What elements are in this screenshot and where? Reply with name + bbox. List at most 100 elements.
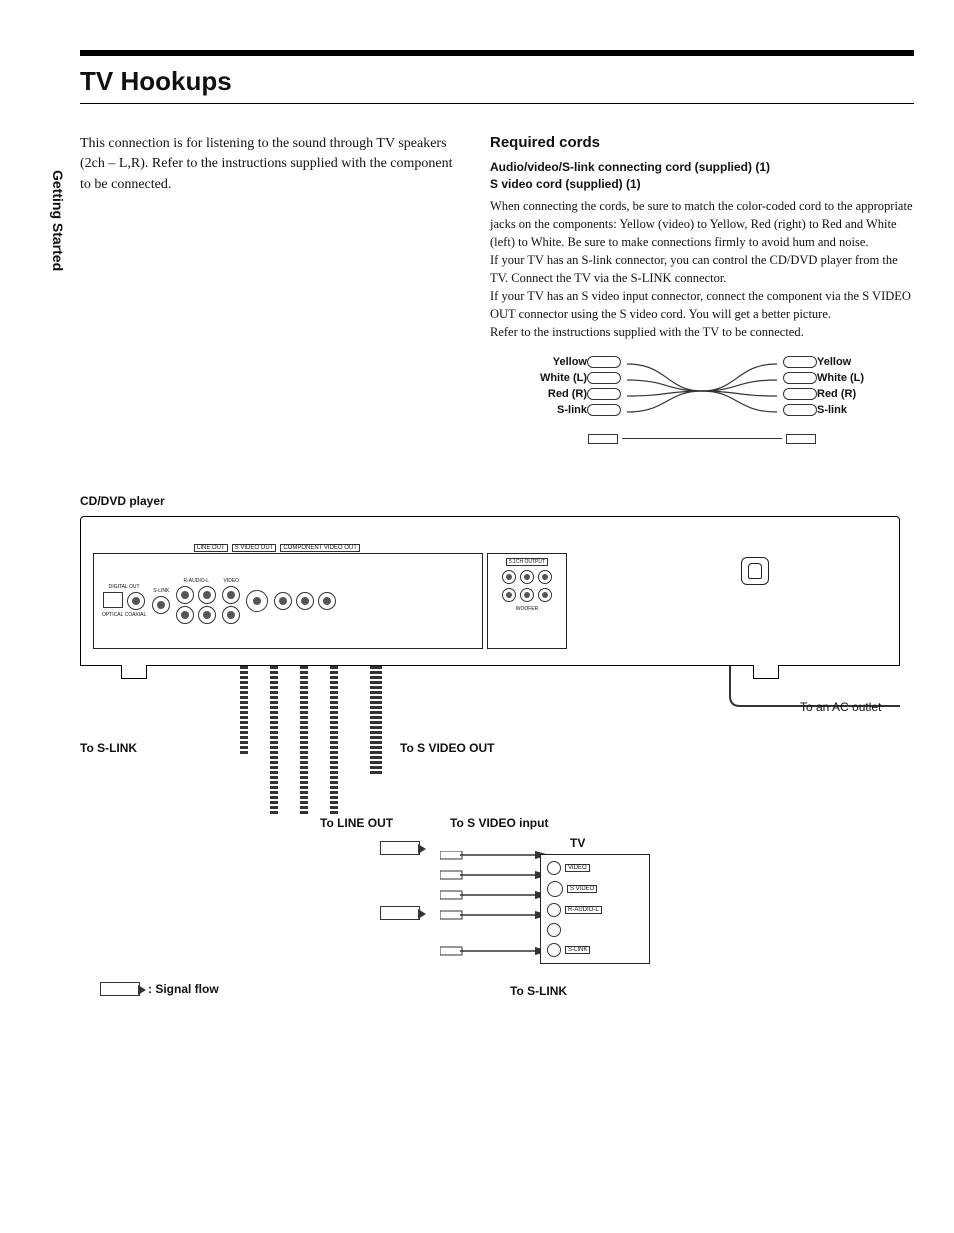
- video-jack2-icon: [222, 606, 240, 624]
- signal-flow-text: : Signal flow: [148, 982, 219, 996]
- plug-icon: [587, 372, 621, 384]
- center-jack-icon: [538, 570, 552, 584]
- columns: This connection is for listening to the …: [80, 134, 914, 444]
- cable-drop-icon: [240, 666, 248, 756]
- required-sub2: S video cord (supplied) (1): [490, 176, 914, 193]
- svideo-jack-icon: [246, 590, 268, 612]
- tv-label: TV: [570, 836, 585, 850]
- panel-label-lineout: LINE OUT: [194, 544, 228, 552]
- tv-svideo-label: S VIDEO: [567, 885, 597, 893]
- slink-label: S-LINK: [153, 588, 169, 594]
- video-cluster: VIDEO: [222, 578, 240, 624]
- component-pr-jack-icon: [318, 592, 336, 610]
- tv-slink-label: S-LINK: [565, 946, 590, 954]
- component-y-jack-icon: [274, 592, 292, 610]
- cord-diagram: Yellow White (L) Red (R) S-link: [490, 356, 914, 426]
- ac-cord-icon: [580, 666, 900, 726]
- cable-drop-icon: [330, 666, 338, 816]
- intro-column: This connection is for listening to the …: [80, 134, 460, 444]
- plug-icon: [783, 404, 817, 416]
- cord-wire-svg: [627, 356, 777, 426]
- optical-jack-icon: [103, 592, 123, 608]
- player-rear-panel: LINE OUT S VIDEO OUT COMPONENT VIDEO OUT…: [80, 516, 900, 666]
- cord-right-3: S-link: [817, 404, 847, 416]
- cord-right-0: Yellow: [817, 356, 851, 368]
- component-pb-jack-icon: [296, 592, 314, 610]
- slink-cluster: S-LINK: [152, 588, 170, 614]
- flow-arrow-icon: [380, 841, 420, 855]
- svideo-plug-icon: [588, 434, 618, 444]
- top-rule: [80, 50, 914, 56]
- to-slink-label: To S-LINK: [80, 741, 137, 755]
- video-sub-label: VIDEO: [224, 578, 240, 584]
- tv-audio-jack2-icon: [547, 923, 561, 937]
- rear-jack-icon: [520, 570, 534, 584]
- plug-icon: [587, 356, 621, 368]
- cord-wires: [627, 356, 777, 426]
- component-cluster: [274, 592, 336, 610]
- to-line-out-label: To LINE OUT: [320, 816, 393, 830]
- panel-label-row: LINE OUT S VIDEO OUT COMPONENT VIDEO OUT: [194, 544, 360, 552]
- title-underline: [80, 103, 914, 104]
- panel-label-component: COMPONENT VIDEO OUT: [280, 544, 360, 552]
- video-jack-icon: [222, 586, 240, 604]
- device-title: CD/DVD player: [80, 494, 914, 508]
- tv-jack-column: VIDEO S VIDEO R-AUDIO-L: [547, 861, 643, 957]
- cord-left-0: Yellow: [553, 356, 587, 368]
- flow-arrow-icon: [380, 906, 420, 920]
- svideo-plug-icon: [786, 434, 816, 444]
- signal-flow-legend: : Signal flow: [100, 982, 219, 996]
- plug-icon: [587, 404, 621, 416]
- cable-drop-icon: [270, 666, 278, 816]
- surround-label: 5.1CH OUTPUT: [506, 558, 548, 566]
- cable-drop-icon: [300, 666, 308, 816]
- audio-jack-r2-icon: [176, 606, 194, 624]
- required-sub1: Audio/video/S-link connecting cord (supp…: [490, 159, 914, 176]
- svideo-out-cluster: [246, 590, 268, 612]
- page-title: TV Hookups: [80, 66, 914, 97]
- coaxial-jack-icon: [127, 592, 145, 610]
- cord-left-1: White (L): [540, 372, 587, 384]
- cable-drop-icon: [370, 666, 382, 776]
- woofer-label: WOOFER: [516, 606, 539, 612]
- cord-left-3: S-link: [557, 404, 587, 416]
- audio-jack-l2-icon: [198, 606, 216, 624]
- lineout-cluster: R-AUDIO-L: [176, 578, 216, 624]
- ac-outlet-icon: [741, 557, 769, 585]
- rear2-jack-icon: [520, 588, 534, 602]
- to-ac-label: To an AC outlet: [800, 700, 881, 714]
- to-svideo-out-label: To S VIDEO OUT: [400, 741, 494, 755]
- cable-bundle-icon: [440, 851, 550, 971]
- tv-audio-jack-icon: [547, 903, 561, 917]
- plug-icon: [783, 388, 817, 400]
- required-column: Required cords Audio/video/S-link connec…: [490, 134, 914, 444]
- svideo-cord-row: [490, 434, 914, 444]
- plug-icon: [783, 372, 817, 384]
- hookup-diagram: CD/DVD player LINE OUT S VIDEO OUT COMPO…: [80, 494, 914, 996]
- tv-svideo-jack-icon: [547, 881, 563, 897]
- cord-left-2: Red (R): [548, 388, 587, 400]
- cable-routing-area: To S-LINK To S VIDEO OUT To an AC outlet…: [80, 666, 900, 996]
- tv-video-label: VIDEO: [565, 864, 590, 872]
- to-svideo-in-label: To S VIDEO input: [450, 816, 548, 830]
- woofer-jack-icon: [538, 588, 552, 602]
- intro-text: This connection is for listening to the …: [80, 134, 460, 195]
- tv-video-jack-icon: [547, 861, 561, 875]
- audio-jack-r-icon: [176, 586, 194, 604]
- tv-panel: VIDEO S VIDEO R-AUDIO-L: [540, 854, 650, 964]
- audio-jack-l-icon: [198, 586, 216, 604]
- cord-plugs-left: [587, 356, 621, 426]
- tv-audio-label: R-AUDIO-L: [565, 906, 602, 914]
- surround-output-panel: 5.1CH OUTPUT WOOFER: [487, 553, 567, 649]
- main-connector-panel: LINE OUT S VIDEO OUT COMPONENT VIDEO OUT…: [93, 553, 483, 649]
- flow-arrow-icon: [100, 982, 140, 996]
- required-body: When connecting the cords, be sure to ma…: [490, 197, 914, 342]
- panel-label-svideo: S VIDEO OUT: [232, 544, 277, 552]
- cord-right-2: Red (R): [817, 388, 856, 400]
- required-heading: Required cords: [490, 134, 914, 151]
- front2-jack-icon: [502, 588, 516, 602]
- to-slink2-label: To S-LINK: [510, 984, 567, 998]
- front-jack-icon: [502, 570, 516, 584]
- svideo-wire: [622, 438, 782, 439]
- cord-labels-left: Yellow White (L) Red (R) S-link: [540, 356, 587, 426]
